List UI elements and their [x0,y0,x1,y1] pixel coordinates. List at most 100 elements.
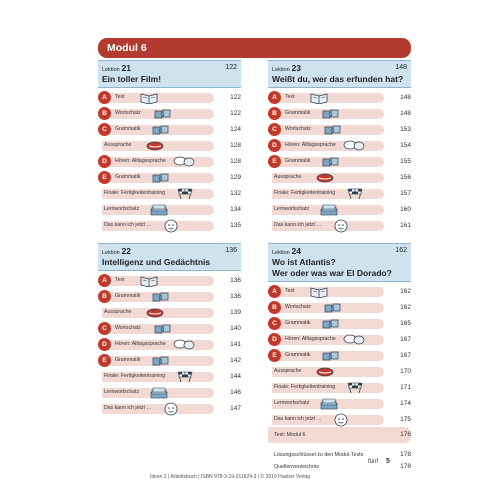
lesson-label: Lektion [272,250,290,256]
row-label: Lernwortschatz [104,389,140,395]
toc-row[interactable]: Finale: Fertigkeitentraining 171 [268,381,411,395]
row-page: 136 [230,277,241,284]
toc-row[interactable]: C Wortschatz 140 [98,322,241,336]
row-label: Grammatik [115,357,141,363]
toc-row[interactable]: C Grammatik 165 [268,317,411,331]
toc-row[interactable]: Lernwortschatz 160 [268,203,411,217]
footer: Ideen 2 | Arbeitsbuch | ISBN 978-3-19-01… [150,474,311,480]
row-label: Wortschatz [285,304,311,310]
toc-row[interactable]: B Wortschatz 122 [98,107,241,121]
toc-row[interactable]: B Grammatik 148 [268,107,411,121]
row-page: 139 [230,309,241,316]
puzzle-icon [152,354,170,366]
row-label: Hören: Alltagssprache [285,336,336,342]
extra-row[interactable]: Lösungsschlüssel zu den Modul-Tests 178 [268,450,411,460]
toc-row[interactable]: D Hören: Alltagssprache 154 [268,139,411,153]
toc-row[interactable]: A Text 136 [98,274,241,288]
toc-row[interactable]: Aussprache 139 [98,306,241,320]
lesson-header[interactable]: Lektion 22 136 Intelligenz und Gedächtnis [98,243,241,271]
modul-header: Modul 6 [98,38,411,58]
row-label: Das kann ich jetzt … [104,405,152,411]
row-label: Aussprache [274,368,302,374]
toc-row[interactable]: D Hören: Alltagssprache 128 [98,155,241,169]
section-letter-badge: A [98,91,111,104]
row-label: Finale: Fertigkeitentraining [104,373,166,379]
index-cards-icon [320,203,338,216]
test-page: 176 [400,431,411,438]
extra-page: 178 [400,451,411,458]
book-icon [310,285,328,299]
book-icon [310,91,328,105]
section-letter-badge: B [98,107,111,120]
lesson-rows: A Text 136 B Grammatik 136 Aussprache 139 C Worts… [98,274,241,416]
row-label: Grammatik [115,293,141,299]
row-bar [102,276,214,286]
checkered-flag-icon [176,370,194,383]
toc-row[interactable]: D Hören: Alltagssprache 167 [268,333,411,347]
toc-row[interactable]: Finale: Fertigkeitentraining 132 [98,187,241,201]
section-letter-badge: A [98,274,111,287]
toc-row[interactable]: E Grammatik 129 [98,171,241,185]
puzzle-icon [324,123,342,135]
toc-row[interactable]: A Text 162 [268,285,411,299]
toc-row[interactable]: A Text 122 [98,91,241,105]
row-page: 134 [230,206,241,213]
row-bar [272,141,384,151]
row-bar [272,415,384,425]
toc-row[interactable]: Aussprache 156 [268,171,411,185]
section-letter-badge: D [268,333,281,346]
row-page: 153 [400,126,411,133]
toc-row[interactable]: Aussprache 128 [98,139,241,153]
row-label: Text [285,288,295,294]
row-label: Grammatik [285,158,311,164]
toc-row[interactable]: E Grammatik 155 [268,155,411,169]
row-page: 148 [400,110,411,117]
section-letter-badge: A [268,91,281,104]
toc-row[interactable]: B Wortschatz 162 [268,301,411,315]
toc-row[interactable]: C Wortschatz 153 [268,123,411,137]
toc-row[interactable]: Finale: Fertigkeitentraining 144 [98,370,241,384]
row-label: Lernwortschatz [274,400,310,406]
row-label: Wortschatz [115,325,141,331]
toc-row[interactable]: Lernwortschatz 174 [268,397,411,411]
row-bar [272,93,384,103]
toc-row[interactable]: Lernwortschatz 134 [98,203,241,217]
section-letter-badge: E [98,354,111,367]
lesson-header[interactable]: Lektion 23 148 Weißt du, wer das erfunden … [268,60,411,88]
row-page: 141 [230,341,241,348]
row-bar [102,404,214,414]
toc-row[interactable]: Das kann ich jetzt … 147 [98,402,241,416]
toc-row[interactable]: Das kann ich jetzt … 161 [268,219,411,233]
toc-row[interactable]: B Grammatik 136 [98,290,241,304]
row-label: Finale: Fertigkeitentraining [274,384,336,390]
puzzle-icon [152,290,170,302]
section-letter-badge: E [268,349,281,362]
row-bar [272,189,384,199]
toc-row[interactable]: E Grammatik 142 [98,354,241,368]
row-bar [272,335,384,345]
toc-row[interactable]: Das kann ich jetzt … 175 [268,413,411,427]
toc-row[interactable]: E Grammatik 167 [268,349,411,363]
row-page: 132 [230,190,241,197]
toc-row[interactable]: A Text 148 [268,91,411,105]
row-label: Hören: Alltagssprache [285,142,336,148]
extra-row[interactable]: Quellenverzeichnis 178 [268,462,411,472]
toc-row[interactable]: C Grammatik 124 [98,123,241,137]
puzzle-icon [322,317,340,329]
lesson-title-line2: Wer oder was war El Dorado? [272,268,392,278]
lesson-header[interactable]: Lektion 21 122 Ein toller Film! [98,60,241,88]
test-row[interactable]: Test: Modul 6 176 [268,427,411,443]
lesson-header[interactable]: Lektion 24 162 Wo ist Atlantis? Wer oder wa… [268,243,411,282]
toc-row[interactable]: Das kann ich jetzt … 135 [98,219,241,233]
lesson-label: Lektion [102,250,120,256]
toc-row[interactable]: Aussprache 170 [268,365,411,379]
toc-row[interactable]: Lernwortschatz 146 [98,386,241,400]
section-letter-badge: C [98,123,111,136]
toc-row[interactable]: Finale: Fertigkeitentraining 157 [268,187,411,201]
row-page: 170 [400,368,411,375]
row-page: 161 [400,222,411,229]
checkered-flag-icon [346,381,364,394]
index-cards-icon [320,397,338,410]
lesson-title: Intelligenz und Gedächtnis [102,257,211,267]
toc-row[interactable]: D Hören: Alltagssprache 141 [98,338,241,352]
